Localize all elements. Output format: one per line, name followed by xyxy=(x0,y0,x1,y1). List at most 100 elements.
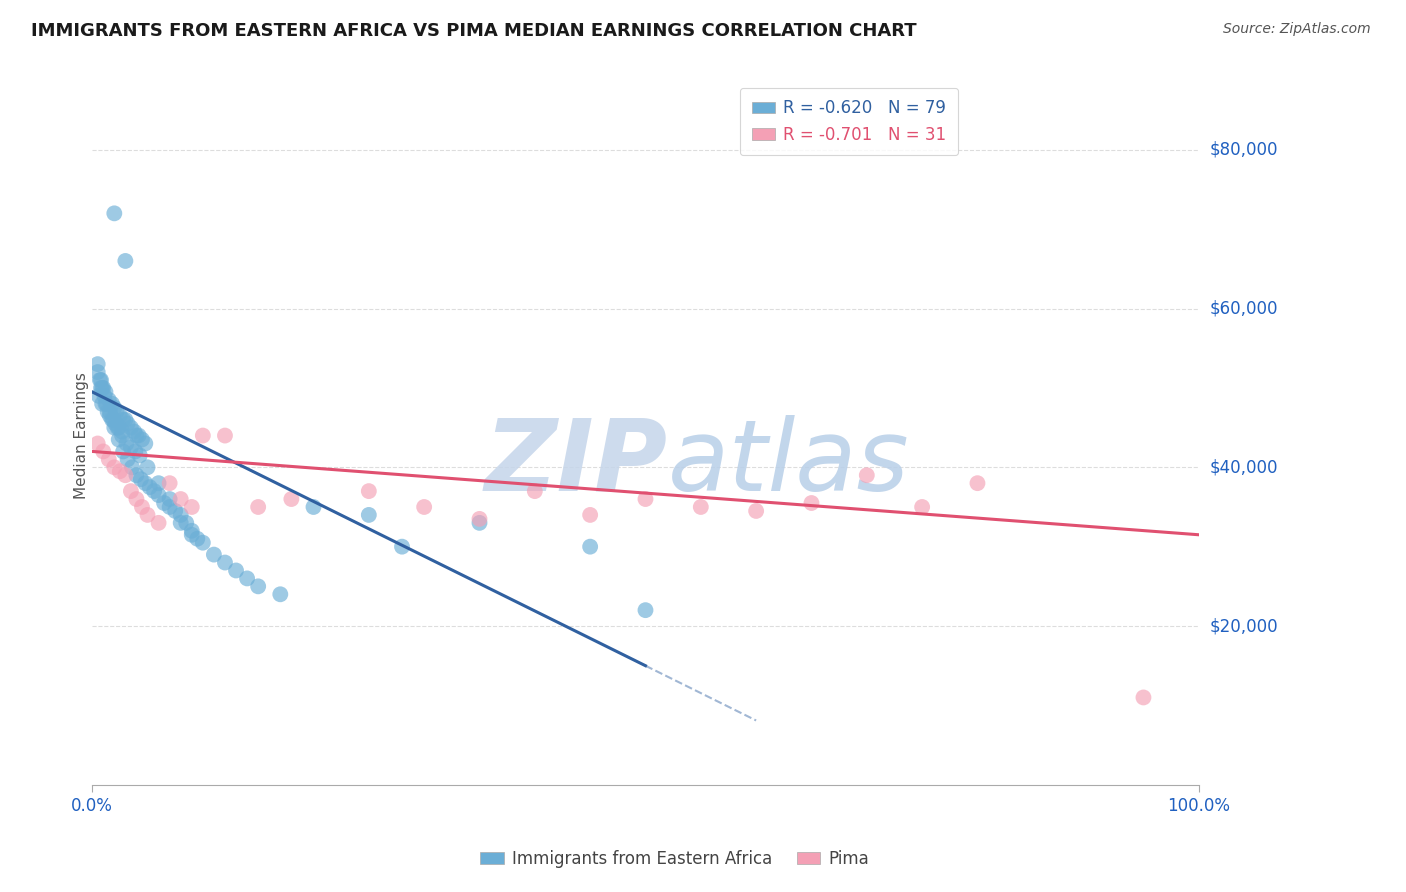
Text: $20,000: $20,000 xyxy=(1211,617,1278,635)
Point xyxy=(98,409,121,423)
Point xyxy=(911,500,934,514)
Point xyxy=(91,397,114,411)
Point xyxy=(89,373,111,387)
Point xyxy=(97,405,120,419)
Point xyxy=(128,449,150,463)
Y-axis label: Median Earnings: Median Earnings xyxy=(73,372,89,499)
Point xyxy=(247,579,270,593)
Point xyxy=(101,397,124,411)
Point xyxy=(91,444,114,458)
Text: IMMIGRANTS FROM EASTERN AFRICA VS PIMA MEDIAN EARNINGS CORRELATION CHART: IMMIGRANTS FROM EASTERN AFRICA VS PIMA M… xyxy=(31,22,917,40)
Point xyxy=(136,460,159,475)
Point xyxy=(112,444,135,458)
Point xyxy=(634,491,657,506)
Point xyxy=(121,460,143,475)
Point xyxy=(125,428,148,442)
Point xyxy=(97,392,120,407)
Point xyxy=(94,397,117,411)
Text: ZIP: ZIP xyxy=(485,415,668,512)
Legend: R = -0.620   N = 79, R = -0.701   N = 31: R = -0.620 N = 79, R = -0.701 N = 31 xyxy=(740,87,957,155)
Point xyxy=(103,412,125,426)
Point xyxy=(96,397,118,411)
Point xyxy=(129,472,152,486)
Point xyxy=(97,452,120,467)
Point xyxy=(128,428,150,442)
Point xyxy=(186,532,208,546)
Point xyxy=(689,500,711,514)
Point xyxy=(91,381,114,395)
Point xyxy=(91,381,114,395)
Point xyxy=(153,496,176,510)
Point xyxy=(134,476,156,491)
Point xyxy=(107,433,129,447)
Legend: Immigrants from Eastern Africa, Pima: Immigrants from Eastern Africa, Pima xyxy=(474,844,876,875)
Point xyxy=(165,504,187,518)
Point xyxy=(180,524,202,538)
Point xyxy=(280,491,302,506)
Point xyxy=(125,468,148,483)
Point xyxy=(191,535,214,549)
Point xyxy=(120,441,142,455)
Point xyxy=(523,484,546,499)
Point xyxy=(87,389,110,403)
Point xyxy=(120,420,142,434)
Point xyxy=(966,476,988,491)
Point xyxy=(94,384,117,399)
Point xyxy=(468,516,491,530)
Point xyxy=(114,254,136,268)
Point xyxy=(302,500,325,514)
Point xyxy=(93,389,115,403)
Text: Source: ZipAtlas.com: Source: ZipAtlas.com xyxy=(1223,22,1371,37)
Text: $60,000: $60,000 xyxy=(1211,300,1278,318)
Point xyxy=(148,476,170,491)
Point xyxy=(148,516,170,530)
Point xyxy=(101,412,124,426)
Point xyxy=(124,444,146,458)
Point xyxy=(104,417,127,431)
Point xyxy=(148,488,170,502)
Point xyxy=(105,405,128,419)
Point xyxy=(103,206,125,220)
Point xyxy=(180,528,202,542)
Point xyxy=(202,548,225,562)
Point xyxy=(86,436,108,450)
Point xyxy=(745,504,768,518)
Point xyxy=(114,412,136,426)
Point xyxy=(86,357,108,371)
Point xyxy=(579,508,602,522)
Point xyxy=(170,516,193,530)
Point xyxy=(117,417,139,431)
Point xyxy=(159,491,181,506)
Point xyxy=(214,428,236,442)
Point xyxy=(125,491,148,506)
Point xyxy=(134,436,156,450)
Point xyxy=(86,365,108,379)
Point xyxy=(90,381,112,395)
Point xyxy=(103,460,125,475)
Point xyxy=(103,401,125,415)
Point xyxy=(247,500,270,514)
Point xyxy=(98,405,121,419)
Point xyxy=(468,512,491,526)
Point xyxy=(122,425,145,439)
Point xyxy=(225,564,247,578)
Point xyxy=(170,508,193,522)
Point xyxy=(136,508,159,522)
Point xyxy=(214,556,236,570)
Point xyxy=(413,500,436,514)
Point xyxy=(391,540,413,554)
Point xyxy=(143,484,166,499)
Point xyxy=(107,420,129,434)
Point xyxy=(108,464,131,478)
Point xyxy=(170,491,193,506)
Point xyxy=(131,433,153,447)
Point xyxy=(115,436,138,450)
Point xyxy=(856,468,879,483)
Point xyxy=(180,500,202,514)
Point xyxy=(111,425,134,439)
Point xyxy=(1132,690,1154,705)
Text: $80,000: $80,000 xyxy=(1211,141,1278,159)
Point xyxy=(269,587,291,601)
Point xyxy=(90,373,112,387)
Point xyxy=(114,468,136,483)
